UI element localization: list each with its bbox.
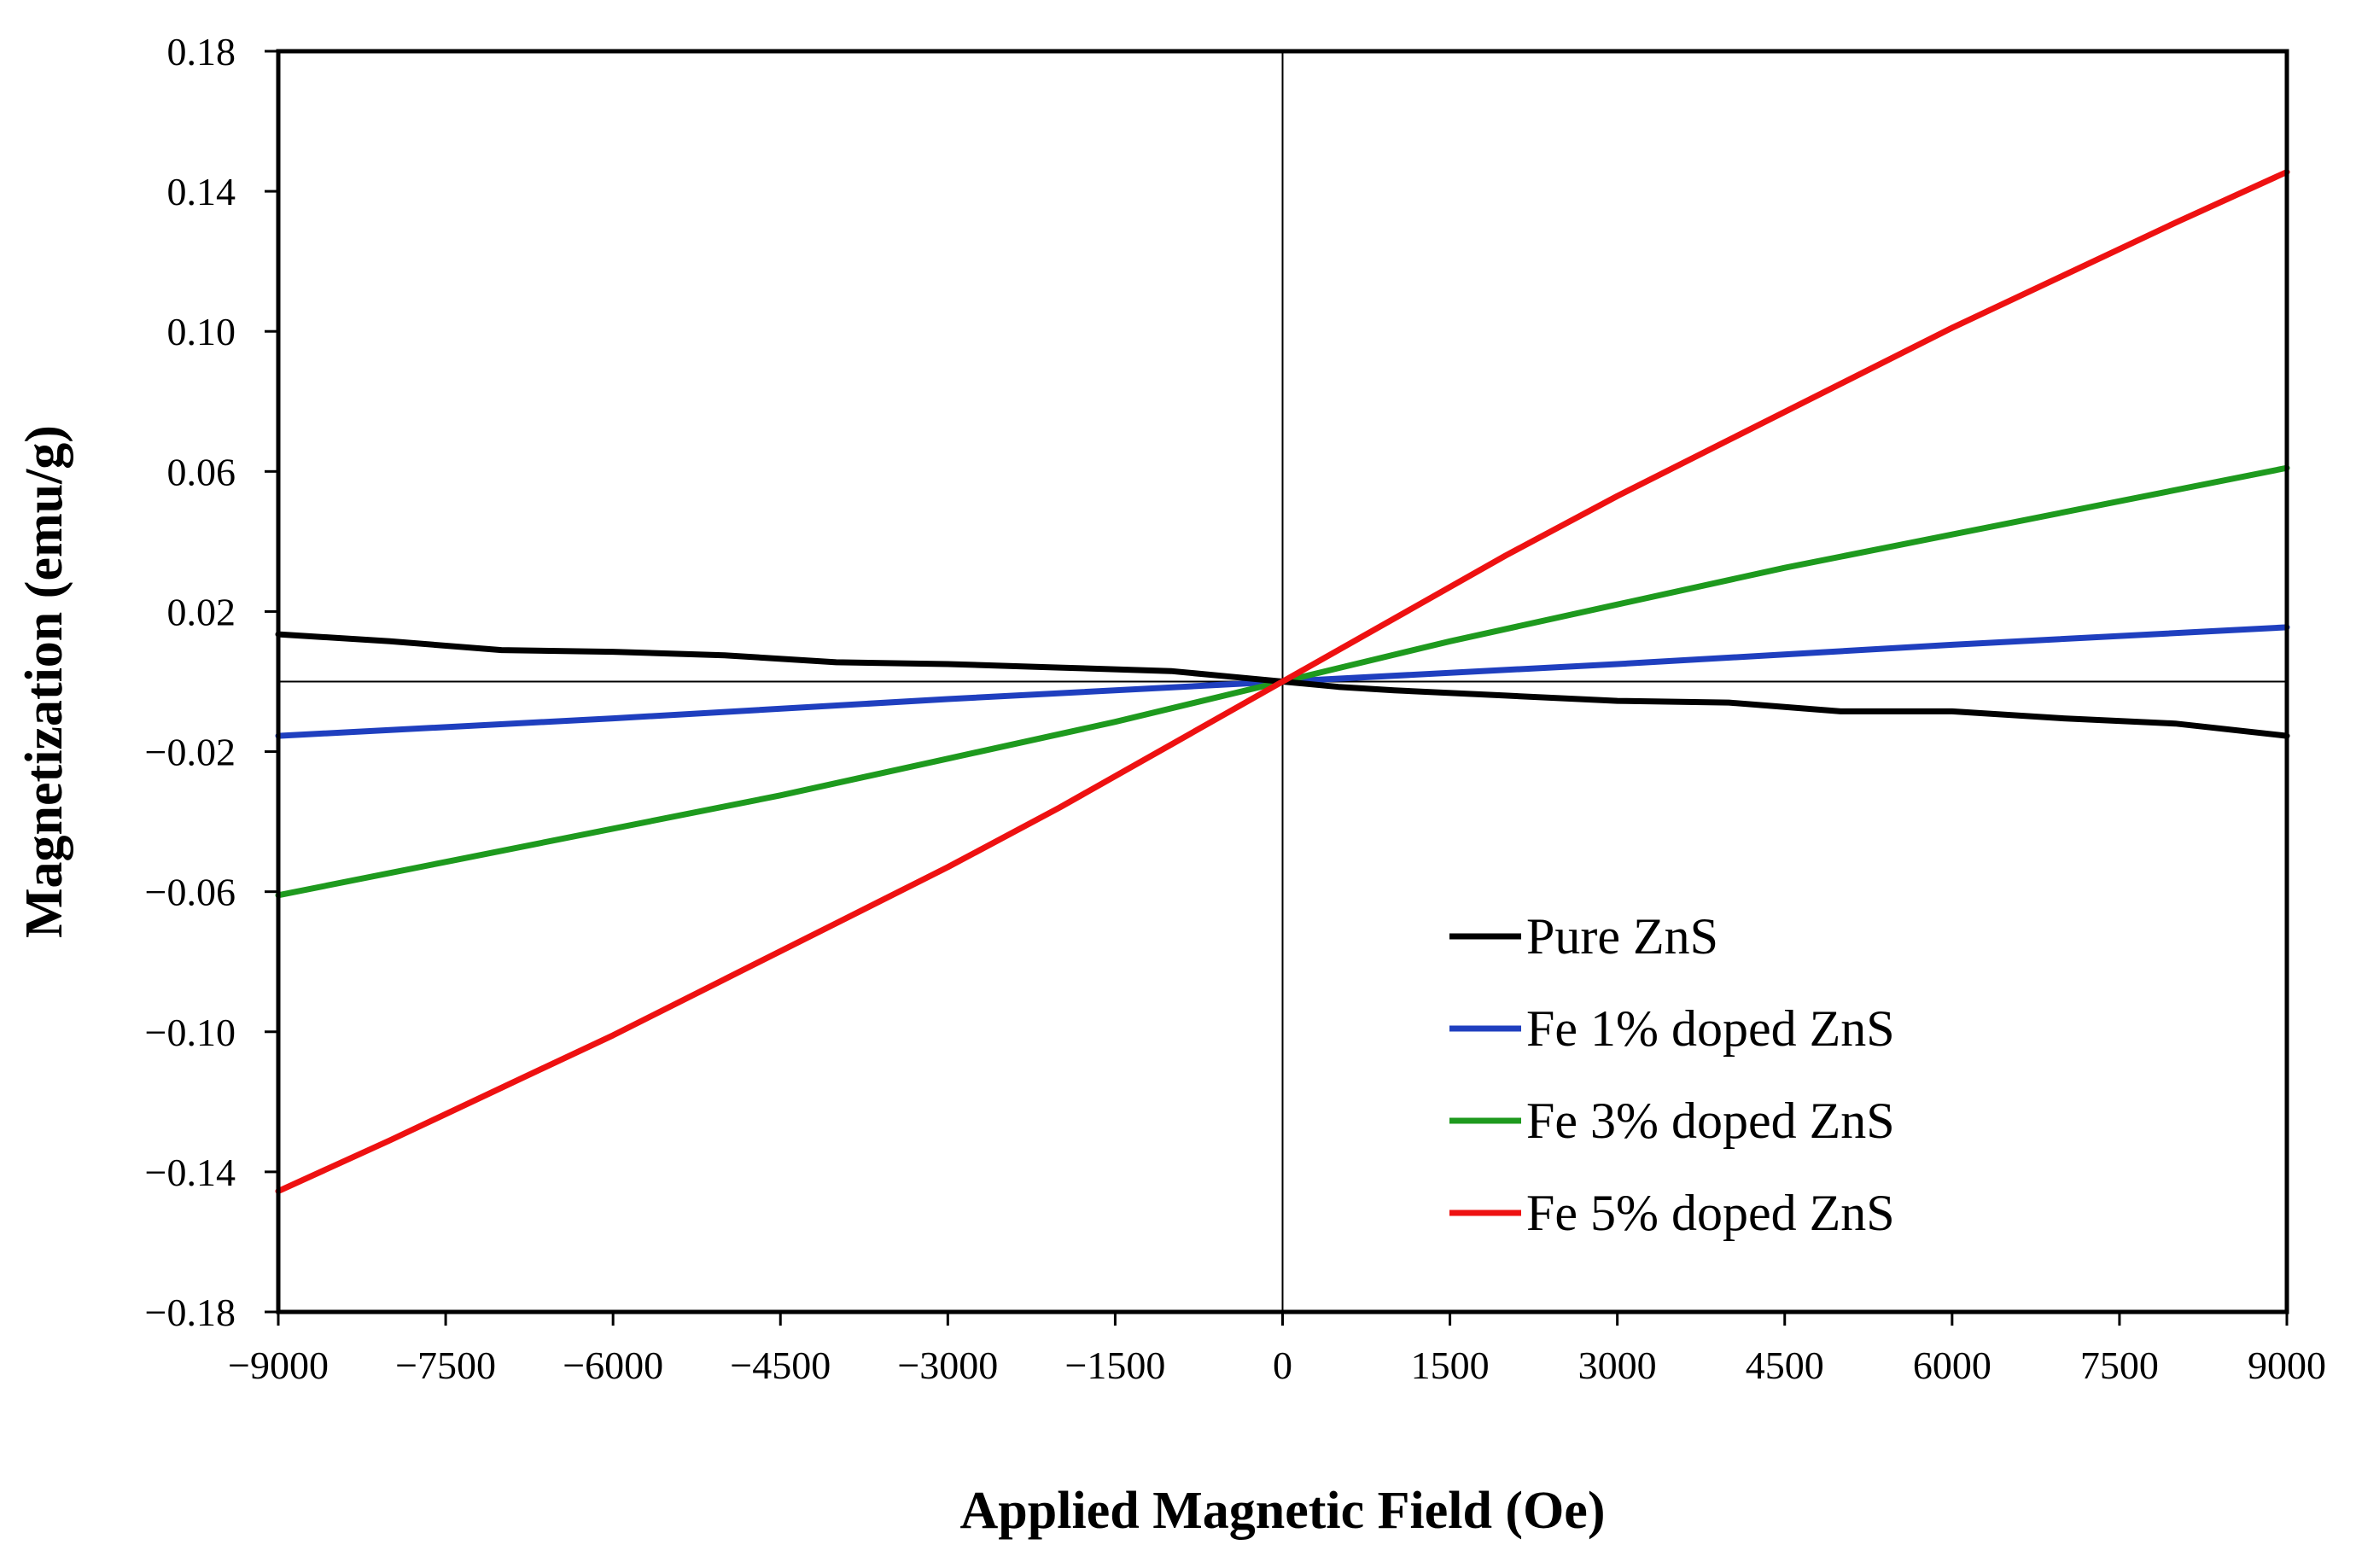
y-tick-label: −0.18 [145,1291,236,1334]
y-tick-label: −0.06 [145,871,236,914]
legend: Pure ZnS Fe 1% doped ZnS Fe 3% doped ZnS Fe… [1449,908,1895,1241]
y-tick-label: 0.18 [167,30,236,73]
legend-label: Fe 5% doped ZnS [1526,1185,1895,1241]
x-tick-label: 1500 [1411,1344,1490,1387]
x-tick-label: −4500 [730,1344,831,1387]
x-axis-ticks: −9000 −7500 −6000 −4500 −3000 −1500 0 1500 3000 4… [228,1312,2326,1387]
y-axis-title: Magnetization (emu/g) [15,425,73,938]
x-tick-label: −3000 [897,1344,998,1387]
y-axis-ticks: −0.18 −0.14 −0.10 −0.06 −0.02 0.02 0.06 0.10 0.1… [145,30,278,1334]
x-tick-label: 6000 [1913,1344,1992,1387]
x-tick-label: 7500 [2080,1344,2159,1387]
y-tick-label: 0.10 [167,310,236,353]
x-tick-label: −9000 [228,1344,329,1387]
legend-label: Fe 3% doped ZnS [1526,1093,1895,1149]
y-tick-label: 0.06 [167,450,236,493]
x-tick-label: 0 [1273,1344,1292,1387]
y-tick-label: −0.14 [145,1151,236,1194]
series-line [275,169,2290,1194]
y-tick-label: −0.02 [145,731,236,774]
y-tick-label: 0.14 [167,170,236,213]
x-tick-label: 3000 [1578,1344,1657,1387]
x-tick-label: −7500 [395,1344,496,1387]
x-tick-label: 4500 [1746,1344,1824,1387]
series-layer [275,169,2290,1194]
x-axis-title: Applied Magnetic Field (Oe) [960,1482,1606,1540]
y-tick-label: 0.02 [167,590,236,633]
legend-label: Pure ZnS [1526,908,1718,965]
x-tick-label: −6000 [563,1344,663,1387]
x-tick-label: −1500 [1064,1344,1165,1387]
x-tick-label: 9000 [2248,1344,2326,1387]
y-tick-label: −0.10 [145,1011,236,1054]
legend-label: Fe 1% doped ZnS [1526,1000,1895,1057]
